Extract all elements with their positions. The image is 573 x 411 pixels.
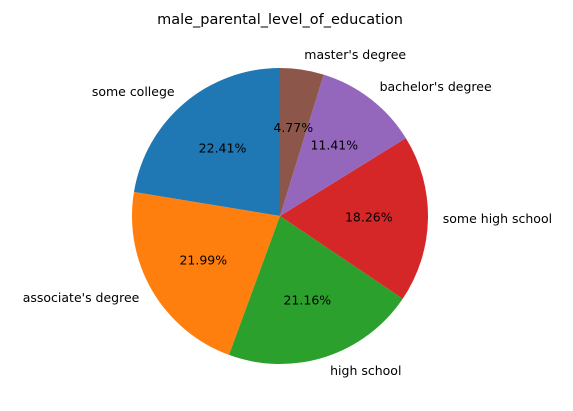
- pie-percent-label: 22.41%: [199, 140, 247, 155]
- pie-slice-some-high-school: [280, 138, 428, 299]
- pie-category-label: bachelor's degree: [380, 79, 492, 94]
- pie-percent-label: 4.77%: [273, 120, 313, 135]
- pie-slices: [132, 68, 428, 365]
- pie-percent-label: 18.26%: [345, 210, 393, 225]
- pie-labels: 22.41% some college 21.99% associate's degr…: [23, 47, 552, 378]
- pie-category-label: some college: [92, 84, 175, 99]
- pie-category-label: master's degree: [304, 47, 406, 62]
- pie-slice-master-s-degree: [280, 68, 324, 216]
- pie-slice-some-college: [133, 68, 280, 216]
- pie-category-label: some high school: [443, 211, 552, 226]
- pie-percent-label: 11.41%: [310, 138, 358, 153]
- chart-title: male_parental_level_of_education: [157, 12, 403, 28]
- pie-slice-bachelor-s-degree: [280, 74, 406, 216]
- pie-category-label: associate's degree: [23, 290, 140, 305]
- pie-slice-high-school: [228, 216, 403, 365]
- pie-category-label: high school: [330, 363, 401, 378]
- pie-percent-label: 21.16%: [283, 292, 331, 307]
- pie-slice-associate-s-degree: [132, 192, 280, 355]
- pie-percent-label: 21.99%: [179, 253, 227, 268]
